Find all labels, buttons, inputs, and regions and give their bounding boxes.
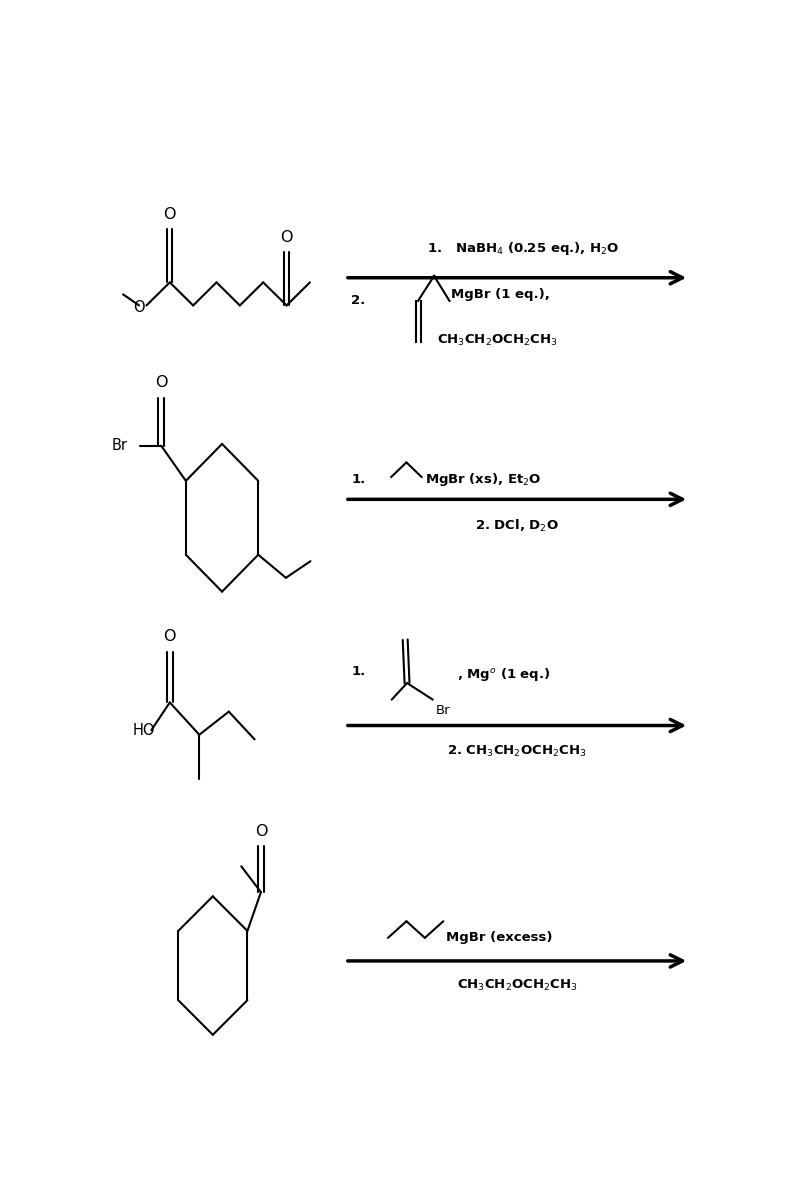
Text: Br: Br [112,439,128,453]
Text: 2. DCl, D$_2$O: 2. DCl, D$_2$O [475,518,559,534]
Text: Br: Br [436,704,450,717]
Text: 1.: 1. [351,472,366,486]
Text: MgBr (xs), Et$_2$O: MgBr (xs), Et$_2$O [425,470,542,488]
Text: HO: HO [133,723,155,737]
Text: , Mg$^o$ (1 eq.): , Mg$^o$ (1 eq.) [458,667,551,683]
Text: O: O [155,375,167,391]
Text: O: O [255,824,267,839]
Text: 2.: 2. [351,295,366,307]
Text: O: O [163,206,176,222]
Text: MgBr (excess): MgBr (excess) [446,932,553,945]
Text: O: O [163,629,176,644]
Text: 2. CH$_3$CH$_2$OCH$_2$CH$_3$: 2. CH$_3$CH$_2$OCH$_2$CH$_3$ [447,743,587,759]
Text: O: O [280,230,293,245]
Text: CH$_3$CH$_2$OCH$_2$CH$_3$: CH$_3$CH$_2$OCH$_2$CH$_3$ [437,333,558,348]
Text: 1.: 1. [351,665,366,679]
Text: 1.   NaBH$_4$ (0.25 eq.), H$_2$O: 1. NaBH$_4$ (0.25 eq.), H$_2$O [427,241,619,258]
Text: CH$_3$CH$_2$OCH$_2$CH$_3$: CH$_3$CH$_2$OCH$_2$CH$_3$ [457,977,577,993]
Text: O: O [133,300,145,315]
Text: MgBr (1 eq.),: MgBr (1 eq.), [451,288,550,301]
